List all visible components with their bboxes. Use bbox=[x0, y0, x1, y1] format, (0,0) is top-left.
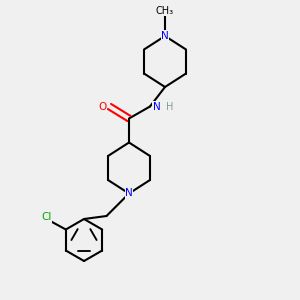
Text: H: H bbox=[166, 101, 173, 112]
Text: N: N bbox=[125, 188, 133, 199]
Text: CH₃: CH₃ bbox=[156, 5, 174, 16]
Text: N: N bbox=[161, 31, 169, 41]
Text: N: N bbox=[153, 101, 161, 112]
Text: Cl: Cl bbox=[41, 212, 52, 223]
Text: O: O bbox=[98, 101, 106, 112]
